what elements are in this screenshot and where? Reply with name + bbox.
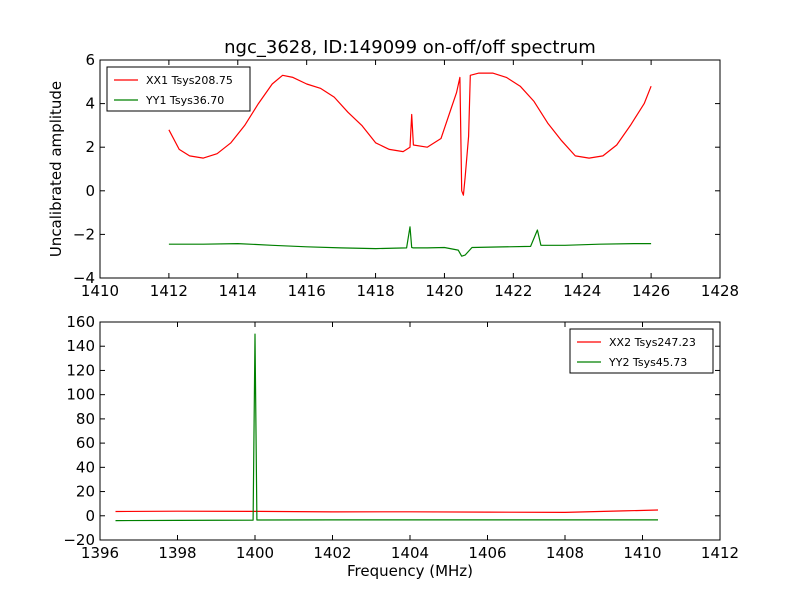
legend-label: XX2 Tsys247.23: [609, 336, 696, 349]
x-tick-label: 1414: [219, 282, 257, 300]
y-tick-label: −20: [63, 531, 95, 549]
legend-2: XX2 Tsys247.23 YY2 Tsys45.73: [569, 328, 714, 374]
legend-box: [106, 66, 251, 112]
y-tick-label: 120: [66, 361, 95, 379]
y-tick-label: 40: [76, 458, 95, 476]
legend-box: [569, 328, 714, 374]
x-tick-label: 1408: [546, 544, 584, 562]
series-line-1-1: [168, 72, 652, 196]
y-tick-label: 0: [85, 507, 95, 525]
plot-frame-1: [99, 59, 721, 279]
y-tick-label: 100: [66, 386, 95, 404]
x-axis-label: Frequency (MHz): [347, 562, 473, 580]
y-tick-label: 60: [76, 434, 95, 452]
x-tick-label: 1412: [150, 282, 188, 300]
x-tick-label: 1402: [313, 544, 351, 562]
x-tick-label: 1406: [468, 544, 506, 562]
y-tick-label: 0: [85, 182, 95, 200]
legend-label: XX1 Tsys208.75: [146, 74, 233, 87]
chart-title: ngc_3628, ID:149099 on-off/off spectrum: [224, 37, 596, 58]
x-tick-label: 1410: [81, 282, 119, 300]
y-tick-label: 4: [85, 95, 95, 113]
x-tick-label: 1396: [81, 544, 119, 562]
x-tick-label: 1416: [288, 282, 326, 300]
y-tick-label: −2: [73, 225, 95, 243]
legend-1: XX1 Tsys208.75 YY1 Tsys36.70: [106, 66, 251, 112]
x-tick-label: 1428: [701, 282, 739, 300]
y-tick-label: −4: [73, 269, 95, 287]
y-tick-label: 160: [66, 313, 95, 331]
x-tick-label: 1398: [158, 544, 196, 562]
series-line-2-2: [115, 333, 658, 522]
y-axis-label: Uncalibrated amplitude: [47, 81, 65, 257]
x-tick-label: 1412: [701, 544, 739, 562]
y-tick-label: 20: [76, 483, 95, 501]
panel-2: 1396 1398 1400 1402 1404 1406 1408 1410 1412 −20 0…: [63, 313, 739, 562]
series-line-2-1: [115, 509, 659, 514]
x-tick-label: 1424: [563, 282, 601, 300]
x-tick-label: 1404: [391, 544, 429, 562]
panel-1: 1410 1412 1414 1416 1418 1420 1422 1424 1426 1428…: [73, 51, 739, 300]
x-tick-label: 1426: [632, 282, 670, 300]
x-tick-label: 1422: [494, 282, 532, 300]
x-tick-label: 1420: [425, 282, 463, 300]
x-tick-label: 1418: [356, 282, 394, 300]
x-tick-label: 1400: [236, 544, 274, 562]
y-tick-label: 140: [66, 337, 95, 355]
y-tick-label: 2: [85, 138, 95, 156]
y-tick-label: 80: [76, 410, 95, 428]
x-tick-label: 1410: [623, 544, 661, 562]
legend-label: YY1 Tsys36.70: [145, 94, 224, 107]
y-tick-label: 6: [85, 51, 95, 69]
series-line-1-2: [168, 226, 652, 257]
legend-label: YY2 Tsys45.73: [608, 356, 687, 369]
